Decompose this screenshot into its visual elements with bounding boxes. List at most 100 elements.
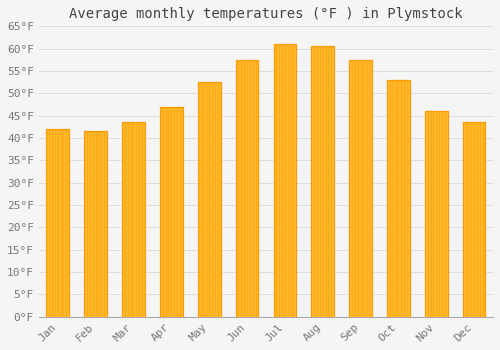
- Bar: [428, 111, 430, 317]
- Bar: [242, 60, 244, 317]
- Bar: [474, 122, 477, 317]
- Bar: [326, 47, 328, 317]
- Bar: [122, 122, 125, 317]
- Bar: [425, 111, 428, 317]
- Bar: [90, 131, 92, 317]
- Bar: [463, 122, 466, 317]
- Bar: [274, 44, 276, 317]
- Bar: [174, 107, 177, 317]
- Bar: [215, 82, 218, 317]
- Bar: [314, 47, 317, 317]
- Bar: [242, 60, 244, 317]
- Bar: [466, 122, 468, 317]
- Bar: [102, 131, 104, 317]
- Bar: [439, 111, 442, 317]
- Bar: [364, 60, 366, 317]
- Bar: [84, 131, 87, 317]
- Bar: [404, 80, 407, 317]
- Bar: [206, 82, 209, 317]
- Bar: [436, 111, 439, 317]
- Bar: [247, 60, 250, 317]
- Bar: [276, 44, 279, 317]
- Bar: [142, 122, 145, 317]
- Bar: [256, 60, 258, 317]
- Bar: [398, 80, 402, 317]
- Bar: [66, 129, 69, 317]
- Bar: [466, 122, 468, 317]
- Bar: [172, 107, 174, 317]
- Bar: [130, 122, 134, 317]
- Bar: [212, 82, 215, 317]
- Bar: [139, 122, 142, 317]
- Bar: [134, 122, 136, 317]
- Bar: [430, 111, 434, 317]
- Bar: [87, 131, 90, 317]
- Bar: [369, 60, 372, 317]
- Bar: [288, 44, 290, 317]
- Bar: [366, 60, 369, 317]
- Bar: [317, 47, 320, 317]
- Bar: [252, 60, 256, 317]
- Bar: [160, 107, 163, 317]
- Bar: [174, 107, 177, 317]
- Bar: [177, 107, 180, 317]
- Bar: [392, 80, 396, 317]
- Bar: [314, 47, 317, 317]
- Bar: [250, 60, 252, 317]
- Bar: [168, 107, 172, 317]
- Bar: [463, 122, 485, 317]
- Bar: [366, 60, 369, 317]
- Bar: [218, 82, 220, 317]
- Bar: [200, 82, 203, 317]
- Bar: [294, 44, 296, 317]
- Bar: [247, 60, 250, 317]
- Bar: [349, 60, 352, 317]
- Bar: [204, 82, 206, 317]
- Bar: [407, 80, 410, 317]
- Bar: [236, 60, 258, 317]
- Bar: [396, 80, 398, 317]
- Bar: [52, 129, 55, 317]
- Bar: [274, 44, 296, 317]
- Bar: [128, 122, 130, 317]
- Bar: [58, 129, 60, 317]
- Bar: [396, 80, 398, 317]
- Bar: [398, 80, 402, 317]
- Bar: [477, 122, 480, 317]
- Bar: [317, 47, 320, 317]
- Bar: [279, 44, 282, 317]
- Bar: [390, 80, 392, 317]
- Bar: [198, 82, 200, 317]
- Bar: [160, 107, 182, 317]
- Bar: [87, 131, 90, 317]
- Bar: [322, 47, 326, 317]
- Bar: [387, 80, 390, 317]
- Bar: [218, 82, 220, 317]
- Bar: [312, 47, 334, 317]
- Title: Average monthly temperatures (°F ) in Plymstock: Average monthly temperatures (°F ) in Pl…: [69, 7, 462, 21]
- Bar: [46, 129, 49, 317]
- Bar: [390, 80, 392, 317]
- Bar: [256, 60, 258, 317]
- Bar: [122, 122, 145, 317]
- Bar: [206, 82, 209, 317]
- Bar: [360, 60, 364, 317]
- Bar: [66, 129, 69, 317]
- Bar: [294, 44, 296, 317]
- Bar: [360, 60, 364, 317]
- Bar: [55, 129, 58, 317]
- Bar: [312, 47, 314, 317]
- Bar: [320, 47, 322, 317]
- Bar: [285, 44, 288, 317]
- Bar: [52, 129, 55, 317]
- Bar: [96, 131, 98, 317]
- Bar: [238, 60, 242, 317]
- Bar: [468, 122, 471, 317]
- Bar: [96, 131, 98, 317]
- Bar: [92, 131, 96, 317]
- Bar: [387, 80, 390, 317]
- Bar: [125, 122, 128, 317]
- Bar: [326, 47, 328, 317]
- Bar: [209, 82, 212, 317]
- Bar: [404, 80, 407, 317]
